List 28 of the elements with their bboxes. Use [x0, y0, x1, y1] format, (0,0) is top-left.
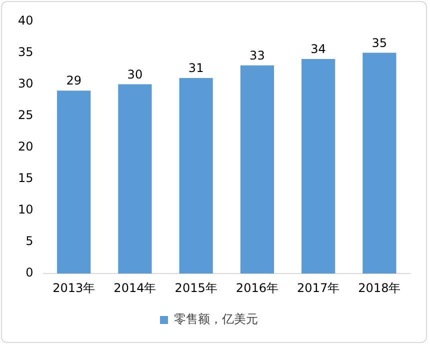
data-label: 31	[188, 61, 204, 76]
x-tick-label: 2013年	[52, 280, 96, 295]
y-tick-label: 30	[18, 76, 34, 90]
x-tick-label: 2015年	[174, 280, 218, 295]
x-tick-label: 2017年	[297, 280, 340, 295]
y-tick-label: 40	[18, 13, 34, 28]
x-tick-label: 2014年	[114, 280, 156, 295]
data-label: 29	[66, 74, 82, 88]
data-label: 35	[372, 36, 388, 50]
data-label: 33	[250, 48, 265, 62]
y-tick-label: 0	[26, 266, 34, 280]
y-tick-label: 25	[18, 108, 34, 122]
bar	[240, 65, 274, 274]
x-tick-label: 2016年	[236, 280, 278, 295]
x-tick-label: 2018年	[358, 280, 401, 295]
bar	[179, 78, 213, 274]
legend-label: 零售额，亿美元	[174, 312, 258, 326]
y-tick-label: 35	[18, 44, 34, 59]
data-label: 34	[310, 42, 326, 56]
data-label: 30	[127, 67, 143, 82]
bar	[302, 59, 336, 274]
y-tick-label: 10	[18, 202, 34, 217]
bar	[118, 84, 152, 274]
y-tick-label: 20	[18, 140, 34, 154]
y-tick-label: 15	[18, 171, 34, 186]
bar	[362, 52, 396, 274]
y-tick-label: 5	[26, 234, 34, 248]
bar	[57, 90, 91, 274]
